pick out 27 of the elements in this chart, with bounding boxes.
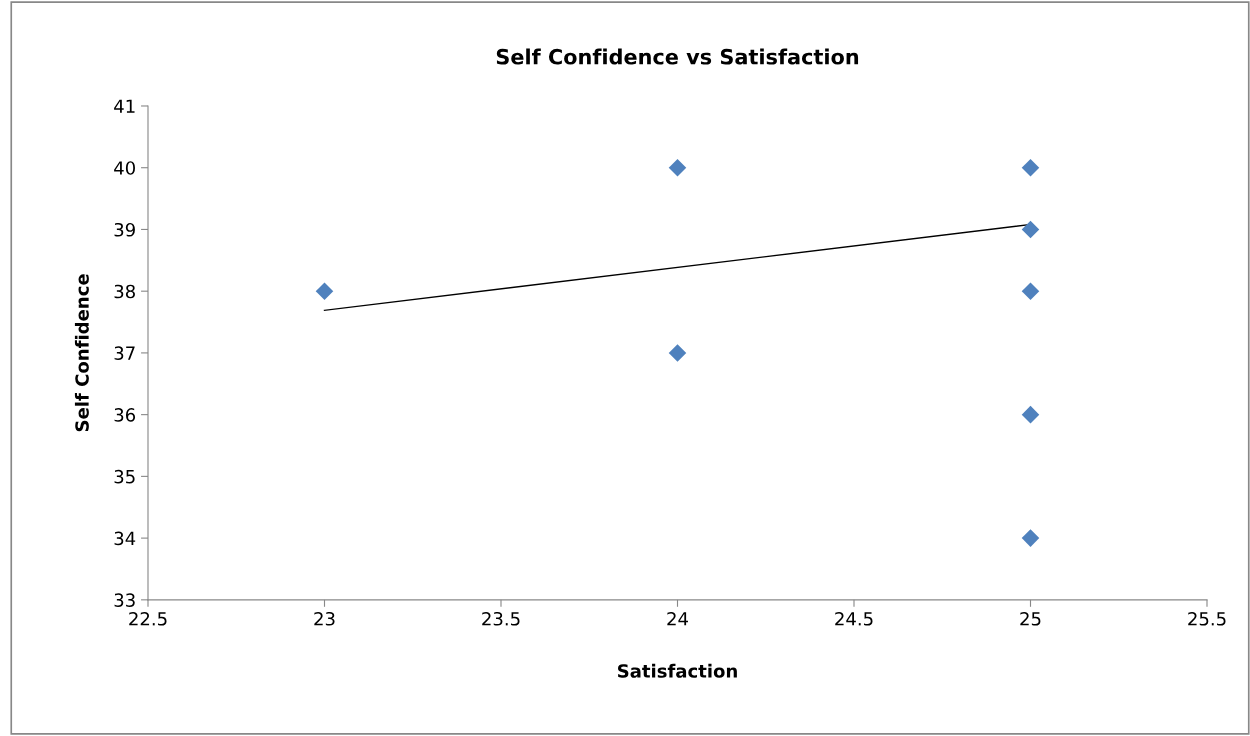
y-tick-label: 36 (114, 408, 136, 422)
y-tick-label: 37 (114, 346, 135, 361)
x-tick-label: 23 (314, 611, 335, 626)
point (1021, 158, 1040, 177)
point (315, 282, 334, 300)
x-tick-label: 24 (667, 611, 688, 626)
y-tick-label: 33 (114, 593, 135, 607)
x-axis-title: Satisfaction (618, 663, 737, 678)
point (1021, 282, 1040, 300)
x-tick-label: 23.5 (482, 611, 520, 626)
point (1021, 220, 1040, 239)
point (1021, 405, 1040, 424)
y-tick-label: 34 (114, 531, 136, 546)
x-tick-label: 25.5 (1188, 611, 1226, 626)
x-tick-label: 22.5 (129, 611, 167, 626)
x-tick-label: 24.5 (835, 611, 873, 626)
chart-title: Self Confidence vs Satisfaction (496, 48, 859, 65)
point (668, 158, 687, 177)
y-axis-title: Self Confidence (74, 274, 89, 432)
y-tick-label: 40 (114, 161, 135, 175)
point (668, 344, 687, 362)
y-tick-label: 41 (114, 99, 135, 113)
y-tick-label: 39 (114, 222, 135, 237)
x-tick-label: 25 (1020, 611, 1041, 626)
point (1021, 529, 1040, 547)
y-tick-label: 38 (114, 284, 135, 299)
y-tick-label: 35 (114, 469, 135, 484)
